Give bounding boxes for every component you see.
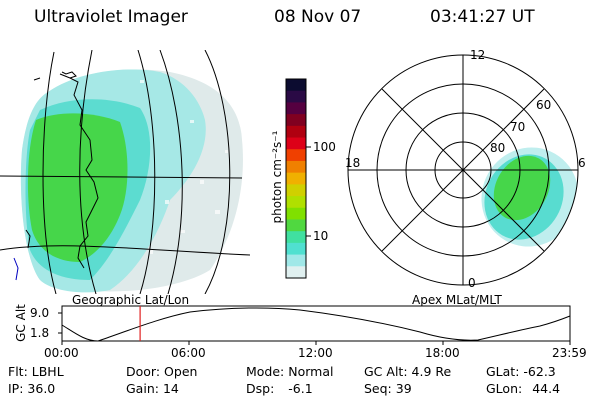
flt-value: LBHL bbox=[31, 364, 64, 379]
altitude-ytick-low: 1.8 bbox=[30, 326, 50, 340]
coastline bbox=[59, 73, 99, 269]
altitude-xtick-0: 00:00 bbox=[44, 346, 79, 360]
colorbar-tick-10-label: 10 bbox=[313, 229, 329, 243]
info-glon: GLon: 44.4 bbox=[486, 381, 561, 396]
colorbar-band bbox=[286, 172, 306, 185]
lat-label-60: 60 bbox=[536, 98, 552, 112]
date-label: 08 Nov 07 bbox=[274, 7, 362, 27]
coastline-south bbox=[13, 257, 19, 281]
ip-value: 36.0 bbox=[27, 381, 56, 396]
altitude-curve bbox=[61, 307, 571, 342]
glat-value: -62.3 bbox=[523, 364, 556, 379]
altitude-plot bbox=[58, 305, 571, 345]
gain-value: 14 bbox=[162, 381, 179, 396]
info-gcalt: GC Alt: 4.9 Re bbox=[364, 364, 452, 379]
geo-panel-label: Geographic Lat/Lon bbox=[72, 293, 190, 307]
altitude-xtick-3: 18:00 bbox=[425, 346, 460, 360]
colorbar-band bbox=[286, 254, 306, 267]
mode-value: Normal bbox=[288, 364, 334, 379]
polar-green-region bbox=[493, 155, 551, 221]
colorbar-band bbox=[286, 137, 306, 150]
polar-panel-label: Apex MLat/MLT bbox=[412, 293, 502, 307]
colorbar-band bbox=[286, 219, 306, 232]
info-dsp: Dsp: -6.1 bbox=[246, 381, 313, 396]
colorbar-band bbox=[286, 102, 306, 115]
info-seq: Seq: 39 bbox=[364, 381, 412, 396]
lat-label-80: 80 bbox=[490, 141, 506, 155]
polar-plot bbox=[347, 54, 579, 286]
gcalt-value: 4.9 Re bbox=[411, 364, 452, 379]
colorbar bbox=[286, 79, 306, 279]
colorbar-band bbox=[286, 207, 306, 221]
mlt-label-6: 6 bbox=[578, 156, 586, 170]
mlt-label-0: 0 bbox=[468, 276, 476, 290]
colorbar-band bbox=[286, 266, 306, 279]
info-glat: GLat: -62.3 bbox=[486, 364, 556, 379]
info-gain: Gain: 14 bbox=[126, 381, 179, 396]
geo-speckle bbox=[140, 80, 228, 254]
info-flt: Flt: LBHL bbox=[8, 364, 64, 379]
geo-image-panel bbox=[0, 50, 251, 294]
colorbar-band bbox=[286, 125, 306, 139]
colorbar-band bbox=[286, 184, 306, 197]
info-mode: Mode: Normal bbox=[246, 364, 334, 379]
geo-grid-lines bbox=[0, 50, 251, 294]
info-ip: IP: 36.0 bbox=[8, 381, 56, 396]
geo-green-region bbox=[27, 113, 128, 262]
colorbar-band bbox=[286, 114, 306, 127]
colorbar-frame bbox=[285, 78, 307, 279]
coastline-north bbox=[25, 71, 77, 249]
lat-label-70: 70 bbox=[510, 120, 526, 134]
instrument-title: Ultraviolet Imager bbox=[34, 7, 188, 27]
altitude-plot-frame bbox=[61, 305, 571, 342]
altitude-xtick-2: 12:00 bbox=[298, 346, 333, 360]
seq-value: 39 bbox=[395, 381, 412, 396]
dsp-value: -6.1 bbox=[288, 381, 313, 396]
altitude-xtick-1: 06:00 bbox=[171, 346, 206, 360]
altitude-x-ticks bbox=[58, 312, 571, 345]
polar-grid bbox=[347, 54, 579, 286]
altitude-ytick-high: 9.0 bbox=[30, 306, 50, 320]
mlt-label-12: 12 bbox=[470, 48, 486, 62]
colorbar-tick-100-label: 100 bbox=[313, 140, 336, 154]
colorbar-band bbox=[286, 231, 306, 244]
altitude-ylabel: GC Alt bbox=[14, 304, 28, 342]
time-label: 03:41:27 UT bbox=[430, 7, 535, 27]
colorbar-band bbox=[286, 160, 306, 174]
colorbar-band bbox=[286, 196, 306, 209]
colorbar-band bbox=[286, 242, 306, 256]
colorbar-unit-label: photon cm⁻²s⁻¹ bbox=[270, 130, 284, 224]
altitude-xtick-4: 23:59 bbox=[552, 346, 587, 360]
colorbar-band bbox=[286, 79, 306, 92]
colorbar-band bbox=[286, 149, 306, 162]
info-door: Door: Open bbox=[126, 364, 198, 379]
mlt-label-18: 18 bbox=[345, 156, 361, 170]
colorbar-band bbox=[286, 90, 306, 104]
glon-value: 44.4 bbox=[532, 381, 561, 396]
door-value: Open bbox=[164, 364, 198, 379]
